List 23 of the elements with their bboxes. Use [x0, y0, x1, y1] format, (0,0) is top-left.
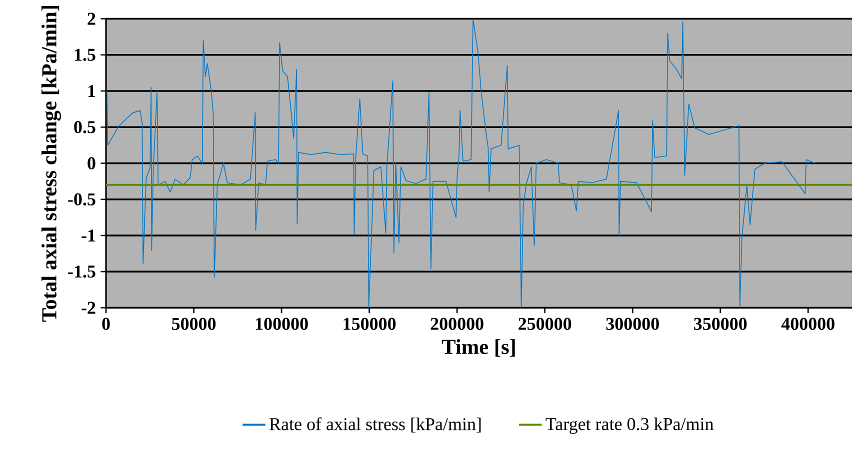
- x-tick-label: 400000: [781, 318, 834, 330]
- y-axis-title: Total axial stress change [kPa/min]: [41, 6, 61, 322]
- legend-label: Target rate 0.3 kPa/min: [546, 418, 714, 434]
- y-tick-label: 0.5: [74, 121, 96, 134]
- y-tick-label: 1: [88, 85, 96, 98]
- x-tick-label: 150000: [344, 318, 396, 330]
- x-tick-label: 200000: [430, 318, 484, 330]
- x-axis-title: Time [s]: [442, 339, 515, 357]
- y-tick-label: -1: [82, 230, 96, 242]
- x-tick-label: 350000: [694, 318, 747, 330]
- y-tick-label: -2: [82, 302, 96, 314]
- y-tick-label: 1.5: [74, 48, 96, 62]
- x-tick-label: 250000: [518, 318, 572, 330]
- x-tick-label: 100000: [256, 318, 308, 330]
- y-tick-label: 0: [88, 157, 96, 170]
- x-tick-label: 50000: [172, 318, 216, 330]
- y-tick-label: -1.5: [68, 266, 96, 278]
- line-series: [106, 18, 816, 308]
- x-tick-label: 300000: [606, 318, 659, 330]
- x-tick-label: 0: [102, 318, 110, 330]
- legend-label: Rate of axial stress [kPa/min]: [270, 418, 481, 433]
- y-tick-label: -0.5: [68, 193, 96, 206]
- y-tick-label: 2: [88, 12, 96, 25]
